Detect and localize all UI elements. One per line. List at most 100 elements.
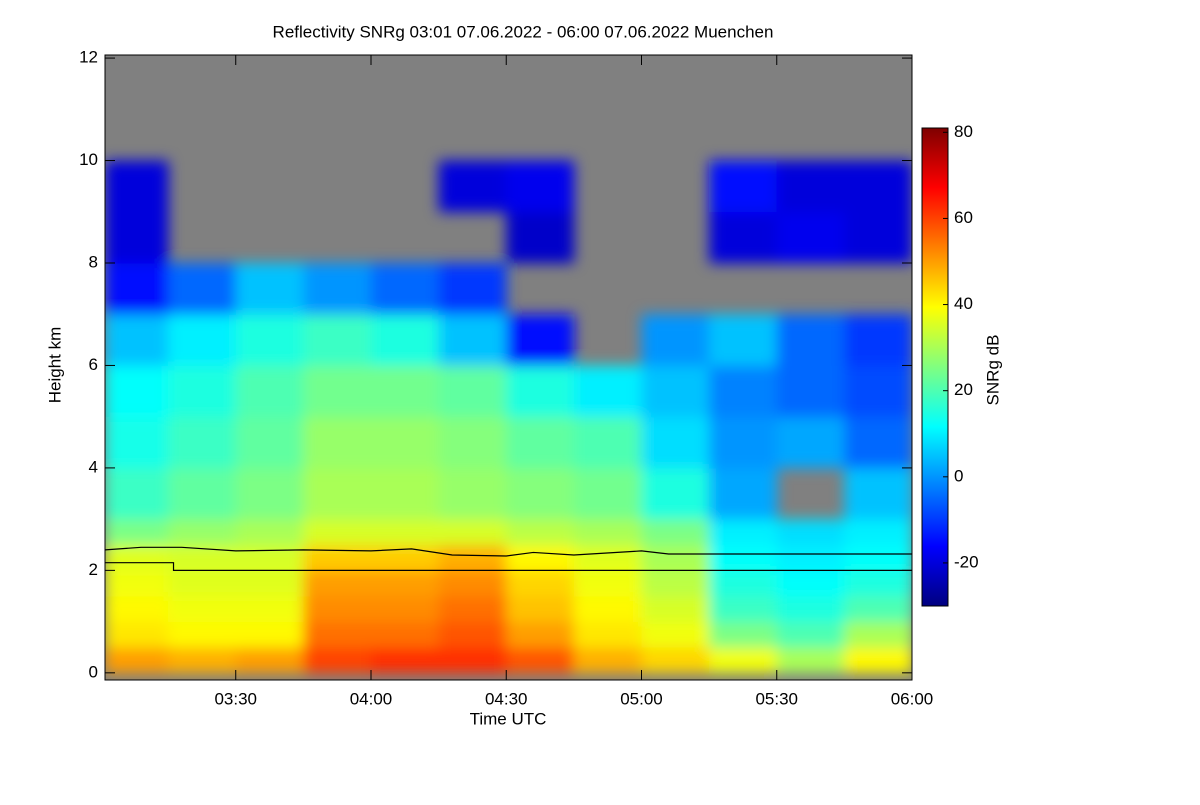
heatmap-cell <box>438 519 507 546</box>
heatmap-cell <box>168 314 237 366</box>
heatmap-cell <box>776 211 845 264</box>
heatmap-cell <box>506 647 575 674</box>
x-axis-label: Time UTC <box>470 709 547 728</box>
heatmap-cells <box>105 160 912 674</box>
plot-frame <box>104 54 913 681</box>
heatmap-cell <box>709 595 778 623</box>
y-tick-label: 2 <box>89 560 98 579</box>
y-tick-label: 12 <box>79 48 98 67</box>
colorbar-tick-label: -20 <box>954 552 979 571</box>
heatmap-cell <box>709 365 778 418</box>
heatmap-cell <box>303 647 372 674</box>
colorbar <box>921 127 949 607</box>
colorbar-tick-label: 20 <box>954 380 973 399</box>
heatmap-cell <box>506 365 575 418</box>
y-tick-label: 10 <box>79 150 98 169</box>
heatmap-cell <box>105 519 169 546</box>
heatmap-cell <box>105 570 169 597</box>
heatmap-cell <box>438 262 507 315</box>
heatmap-cell <box>235 621 304 648</box>
heatmap-cell <box>506 595 575 623</box>
heatmap-cell <box>506 160 575 213</box>
heatmap-cell <box>506 314 575 366</box>
heatmap-cell <box>641 544 710 571</box>
heatmap-cell <box>438 570 507 597</box>
heatmap-cell <box>370 314 440 366</box>
y-tick-label: 0 <box>89 662 98 681</box>
heatmap-cell <box>235 365 304 418</box>
x-tick-label: 05:30 <box>755 689 798 708</box>
heatmap-cell <box>168 621 237 648</box>
heatmap-cell <box>776 621 845 648</box>
colorbar-tick-label: 0 <box>954 466 963 485</box>
heatmap-cell <box>105 211 169 264</box>
heatmap-cell <box>105 467 169 520</box>
heatmap-cell <box>506 519 575 546</box>
heatmap-cell <box>105 365 169 418</box>
heatmap-cell <box>105 647 169 674</box>
heatmap-cell <box>844 647 912 674</box>
heatmap-cell <box>303 621 372 648</box>
heatmap-cell <box>303 416 372 469</box>
heatmap-cell <box>168 647 237 674</box>
heatmap-cell <box>641 621 710 648</box>
heatmap-cell <box>235 262 304 315</box>
heatmap-cell <box>844 416 912 469</box>
heatmap-cell <box>506 211 575 264</box>
heatmap-cell <box>573 519 642 546</box>
heatmap-cell <box>438 160 507 213</box>
heatmap-cell <box>506 416 575 469</box>
heatmap-cell <box>105 595 169 623</box>
heatmap-cell <box>235 595 304 623</box>
heatmap-cell <box>168 416 237 469</box>
colorbar-label: SNRg dB <box>983 335 1002 406</box>
y-tick-label: 6 <box>89 355 98 374</box>
heatmap-cell <box>506 570 575 597</box>
heatmap-cell <box>709 621 778 648</box>
heatmap-cell <box>844 211 912 264</box>
heatmap-cell <box>641 467 710 520</box>
heatmap-cell <box>235 519 304 546</box>
heatmap-cell <box>438 467 507 520</box>
heatmap-cell <box>235 570 304 597</box>
heatmap-cell <box>105 416 169 469</box>
heatmap-cell <box>235 544 304 571</box>
y-tick-label: 8 <box>89 252 98 271</box>
heatmap-cell <box>641 570 710 597</box>
heatmap-cell <box>235 467 304 520</box>
heatmap-cell <box>776 544 845 571</box>
heatmap-cell <box>573 647 642 674</box>
heatmap-cell <box>709 544 778 571</box>
heatmap-cell <box>370 621 440 648</box>
heatmap-cell <box>303 519 372 546</box>
heatmap-cell <box>438 314 507 366</box>
heatmap-cell <box>844 160 912 213</box>
heatmap-cell <box>303 595 372 623</box>
heatmap-cell <box>776 519 845 546</box>
heatmap-cell <box>235 416 304 469</box>
heatmap-cell <box>303 544 372 571</box>
heatmap-cell <box>641 365 710 418</box>
heatmap-cell <box>105 314 169 366</box>
heatmap-cell <box>776 570 845 597</box>
x-tick-label: 06:00 <box>891 689 934 708</box>
heatmap-cell <box>844 314 912 366</box>
heatmap-cell <box>776 647 845 674</box>
heatmap-cell <box>776 416 845 469</box>
heatmap-cell <box>709 160 778 213</box>
heatmap-cell <box>438 365 507 418</box>
heatmap-cell <box>506 621 575 648</box>
heatmap-cell <box>844 595 912 623</box>
heatmap-cell <box>168 570 237 597</box>
heatmap-cell <box>709 570 778 597</box>
colorbar-tick-label: 40 <box>954 294 973 313</box>
heatmap-cell <box>168 519 237 546</box>
heatmap-cell <box>709 647 778 674</box>
x-tick-label: 04:00 <box>350 689 393 708</box>
heatmap-cell <box>303 314 372 366</box>
heatmap-area <box>105 160 912 674</box>
heatmap-cell <box>573 621 642 648</box>
x-tick-label: 05:00 <box>620 689 663 708</box>
heatmap-cell <box>370 262 440 315</box>
heatmap-cell <box>168 467 237 520</box>
